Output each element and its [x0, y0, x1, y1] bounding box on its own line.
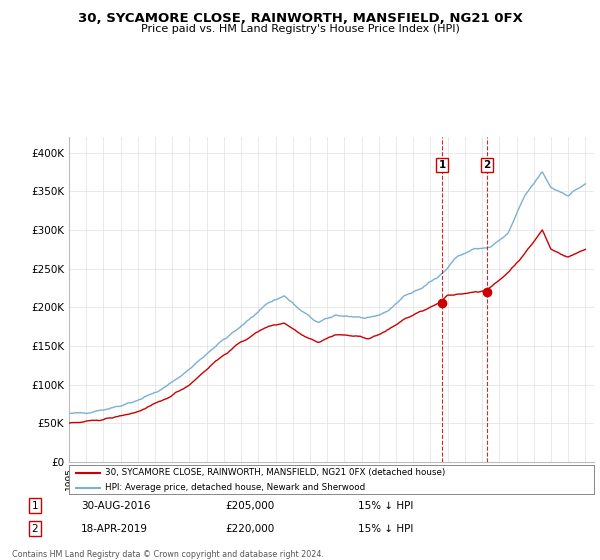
Text: 1: 1 — [32, 501, 38, 511]
Text: 18-APR-2019: 18-APR-2019 — [81, 524, 148, 534]
Text: 30-AUG-2016: 30-AUG-2016 — [81, 501, 151, 511]
Text: 1: 1 — [439, 160, 446, 170]
Text: HPI: Average price, detached house, Newark and Sherwood: HPI: Average price, detached house, Newa… — [105, 483, 365, 492]
Text: 2: 2 — [484, 160, 491, 170]
Text: Contains HM Land Registry data © Crown copyright and database right 2024.
This d: Contains HM Land Registry data © Crown c… — [12, 550, 324, 560]
Text: 15% ↓ HPI: 15% ↓ HPI — [358, 501, 413, 511]
Text: 2: 2 — [32, 524, 38, 534]
Text: 30, SYCAMORE CLOSE, RAINWORTH, MANSFIELD, NG21 0FX: 30, SYCAMORE CLOSE, RAINWORTH, MANSFIELD… — [77, 12, 523, 25]
Text: Price paid vs. HM Land Registry's House Price Index (HPI): Price paid vs. HM Land Registry's House … — [140, 24, 460, 34]
Text: 30, SYCAMORE CLOSE, RAINWORTH, MANSFIELD, NG21 0FX (detached house): 30, SYCAMORE CLOSE, RAINWORTH, MANSFIELD… — [105, 469, 445, 478]
Text: £205,000: £205,000 — [225, 501, 274, 511]
Text: £220,000: £220,000 — [225, 524, 274, 534]
Text: 15% ↓ HPI: 15% ↓ HPI — [358, 524, 413, 534]
